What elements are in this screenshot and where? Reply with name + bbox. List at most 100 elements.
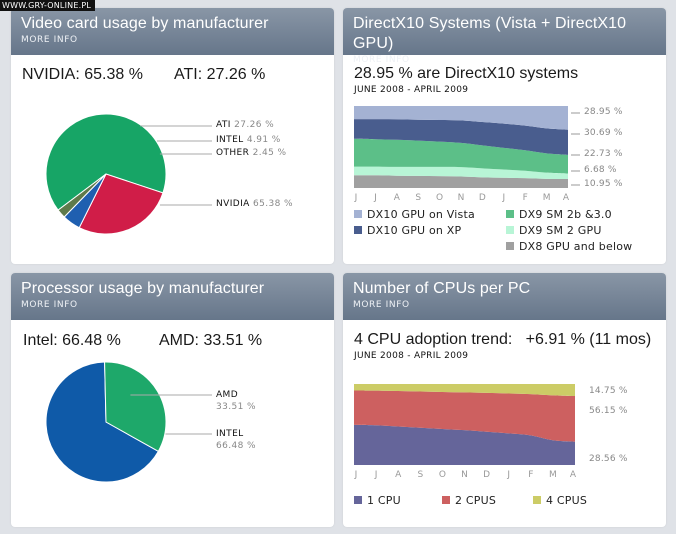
pie-label-name: INTEL xyxy=(216,429,244,439)
pie-label-value: 33.51 % xyxy=(216,402,256,412)
panel-header: Video card usage by manufacturer MORE IN… xyxy=(11,8,334,55)
legend-label: DX10 GPU on Vista xyxy=(367,208,475,221)
series-end-value: 28.56 % xyxy=(589,454,628,464)
more-info-link[interactable]: MORE INFO xyxy=(353,55,410,65)
legend-swatch xyxy=(506,242,514,250)
headline-dx10: 28.95 % are DirectX10 systems xyxy=(354,65,579,82)
legend-item-4-cpus: 4 CPUS xyxy=(533,494,587,507)
legend-swatch xyxy=(442,496,450,504)
pie-slice-intel xyxy=(45,361,160,483)
series-end-value: 28.95 % xyxy=(584,107,623,117)
legend-label: 2 CPUS xyxy=(455,494,497,507)
legend-label: DX9 SM 2 GPU xyxy=(519,224,602,237)
legend-item-2-cpus: 2 CPUS xyxy=(442,494,496,507)
pie-label-ati: ATI 27.26 % xyxy=(216,120,274,130)
legend-label: DX10 GPU on XP xyxy=(367,224,462,237)
processor-pie-chart xyxy=(45,361,212,483)
area-band-4-cpus xyxy=(354,384,575,397)
pie-label-value: 27.26 % xyxy=(234,120,275,130)
more-info-link[interactable]: MORE INFO xyxy=(21,35,78,45)
pie-slice-other xyxy=(57,173,107,218)
x-tick-label: J xyxy=(354,193,358,203)
panel-processor: Processor usage by manufacturer MORE INF… xyxy=(11,273,334,527)
legend-item-dx9-sm-2-gpu: DX9 SM 2 GPU xyxy=(506,224,602,237)
series-end-value: 10.95 % xyxy=(584,179,623,189)
legend-label: 4 CPUS xyxy=(546,494,588,507)
date-range: JUNE 2008 - APRIL 2009 xyxy=(354,85,469,95)
more-info-link[interactable]: MORE INFO xyxy=(353,300,410,310)
pie-label-name: OTHER xyxy=(216,148,250,158)
series-end-value: 22.73 % xyxy=(584,149,623,159)
panel-cpu-count: Number of CPUs per PC MORE INFO 4 CPU ad… xyxy=(343,273,666,527)
headline-4cpu-trend: 4 CPU adoption trend: +6.91 % (11 mos) xyxy=(354,331,652,348)
pie-label-value: 66.48 % xyxy=(216,441,256,451)
dx10-area-chart xyxy=(354,106,580,188)
pie-label-name: INTEL xyxy=(216,135,244,145)
more-info-link[interactable]: MORE INFO xyxy=(21,300,78,310)
x-tick-label: A xyxy=(562,193,570,203)
series-end-value: 14.75 % xyxy=(589,386,628,396)
area-band-dx8-gpu-and-below xyxy=(354,175,568,188)
pie-label-value: 2.45 % xyxy=(252,148,287,158)
legend-swatch xyxy=(354,496,362,504)
area-band-1-cpu xyxy=(354,424,575,465)
headline-intel: Intel: 66.48 % xyxy=(23,332,121,349)
legend-item-1-cpu: 1 CPU xyxy=(354,494,401,507)
x-tick-label: D xyxy=(478,193,486,203)
legend-swatch xyxy=(506,210,514,218)
legend-label: DX8 GPU and below xyxy=(519,240,633,253)
pie-label-nvidia: NVIDIA 65.38 % xyxy=(216,199,293,209)
area-band-dx10-gpu-on-xp xyxy=(354,119,568,155)
series-end-value: 56.15 % xyxy=(589,406,628,416)
panel-dx10: DirectX10 Systems (Vista + DirectX10 GPU… xyxy=(343,8,666,264)
cpu-count-area-chart xyxy=(354,384,575,465)
legend-label: 1 CPU xyxy=(367,494,401,507)
panel-title: DirectX10 Systems (Vista + DirectX10 GPU… xyxy=(353,15,627,52)
x-tick-label: F xyxy=(522,193,528,203)
headline-ati: ATI: 27.26 % xyxy=(174,66,266,83)
panel-header: Processor usage by manufacturer MORE INF… xyxy=(11,273,334,320)
x-tick-label: A xyxy=(395,470,402,480)
panel-header: Number of CPUs per PC MORE INFO xyxy=(343,273,666,320)
pie-label-other: OTHER 2.45 % xyxy=(216,148,286,158)
legend-swatch xyxy=(354,226,362,234)
legend-item-dx10-gpu-on-vista: DX10 GPU on Vista xyxy=(354,208,475,221)
x-tick-label: D xyxy=(483,470,491,480)
legend-item-dx10-gpu-on-xp: DX10 GPU on XP xyxy=(354,224,461,237)
video-card-pie-chart xyxy=(45,113,212,235)
legend-swatch xyxy=(354,210,362,218)
x-tick-label: M xyxy=(549,470,557,480)
legend-item-dx9-sm-2b-3-0: DX9 SM 2b &3.0 xyxy=(506,208,612,221)
pie-label-name: NVIDIA xyxy=(216,199,250,209)
x-tick-label: M xyxy=(542,193,551,203)
area-band-dx10-gpu-on-vista xyxy=(354,106,568,130)
pie-label-amd: AMD 33.51 % xyxy=(216,389,256,413)
x-tick-label: N xyxy=(461,470,468,480)
x-tick-label: F xyxy=(528,470,534,480)
x-tick-label: J xyxy=(507,470,511,480)
x-tick-label: S xyxy=(415,193,422,203)
legend-label: DX9 SM 2b &3.0 xyxy=(519,208,612,221)
x-tick-label: N xyxy=(457,193,465,203)
pie-label-name: ATI xyxy=(216,120,231,130)
headline-nvidia: NVIDIA: 65.38 % xyxy=(22,66,143,83)
x-tick-label: J xyxy=(502,193,506,203)
pie-slice-amd xyxy=(104,361,167,453)
x-tick-label: S xyxy=(417,470,424,480)
headline-amd: AMD: 33.51 % xyxy=(159,332,263,349)
pie-label-name: AMD xyxy=(216,390,239,400)
area-band-dx9-sm-2-gpu xyxy=(354,166,568,180)
watermark: WWW.GRY-ONLINE.PL xyxy=(0,0,96,11)
x-tick-label: J xyxy=(374,193,377,203)
x-tick-label: J xyxy=(374,470,378,480)
x-tick-label: O xyxy=(438,470,446,480)
x-tick-label: O xyxy=(436,193,444,203)
legend-swatch xyxy=(506,226,514,234)
panel-title: Number of CPUs per PC xyxy=(353,280,531,297)
panel-title: Processor usage by manufacturer xyxy=(21,280,265,297)
pie-label-intel: INTEL 4.91 % xyxy=(216,135,281,145)
series-end-value: 6.68 % xyxy=(584,165,617,175)
pie-label-value: 65.38 % xyxy=(252,199,293,209)
legend-swatch xyxy=(533,496,541,504)
pie-label-intel: INTEL 66.48 % xyxy=(216,428,256,452)
